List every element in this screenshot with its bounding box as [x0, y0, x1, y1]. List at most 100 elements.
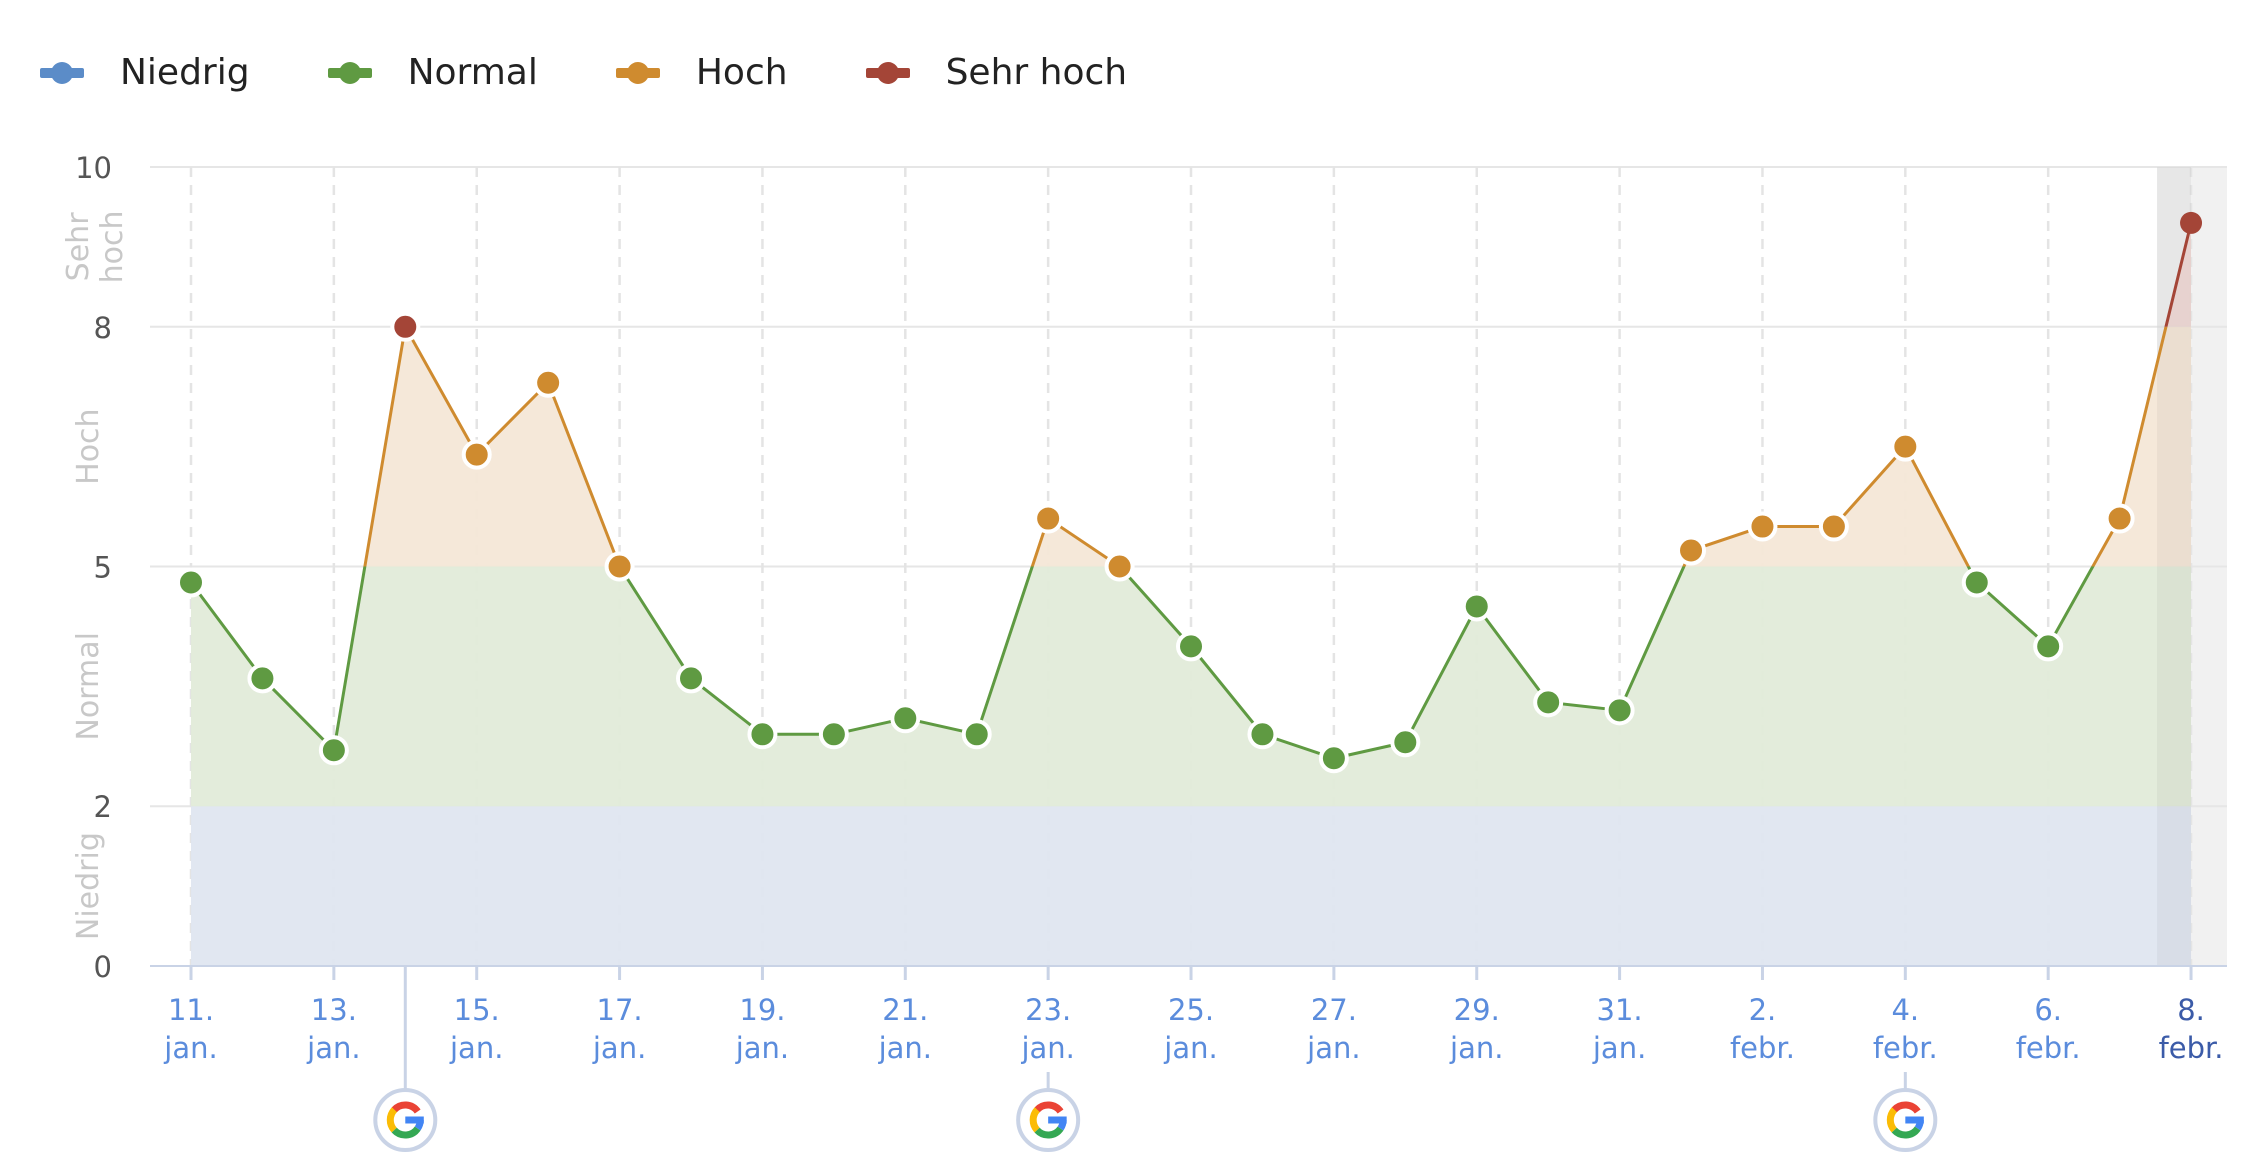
x-tick-label-month: jan.: [1163, 1031, 1217, 1065]
x-tick-label-month: jan.: [735, 1031, 789, 1065]
google-icon-arc: [1891, 1101, 1921, 1114]
legend-label: Normal: [407, 52, 538, 93]
google-update-icon[interactable]: [1016, 1088, 1081, 1152]
google-update-icon[interactable]: [1873, 1088, 1938, 1152]
x-tick-label-day: 6.: [2034, 993, 2062, 1027]
x-tick-label-month: jan.: [878, 1031, 932, 1065]
zone-label-line: Sehr: [61, 212, 96, 282]
x-tick-label-day: 27.: [1311, 993, 1357, 1027]
data-point: [961, 719, 992, 750]
x-tick-label-month: jan.: [1592, 1031, 1646, 1065]
x-tick-label-day: 8.: [2177, 993, 2205, 1027]
google-icon-arc: [1034, 1126, 1064, 1139]
google-icon-arc: [386, 1107, 398, 1133]
highlight-band-overlay: [2157, 167, 2192, 966]
y-tick-label: 0: [94, 950, 112, 984]
google-icon-bar: [405, 1116, 424, 1124]
zone-label-line: hoch: [95, 210, 130, 283]
data-point: [676, 663, 707, 694]
zone-area-normal: [191, 566, 2192, 807]
legend-item-hoch[interactable]: Hoch: [615, 52, 788, 93]
legend-label: Hoch: [695, 52, 788, 93]
data-point: [1676, 535, 1707, 566]
data-point: [1104, 551, 1135, 582]
x-tick-label-month: febr.: [1730, 1031, 1795, 1065]
legend-marker-icon: [615, 61, 660, 84]
x-tick-label-day: 4.: [1891, 993, 1919, 1027]
google-icon-arc: [1029, 1107, 1041, 1133]
google-icon-arc: [1886, 1107, 1898, 1133]
x-tick-label-day: 11.: [168, 993, 214, 1027]
legend-item-normal[interactable]: Normal: [327, 52, 538, 93]
data-point: [1890, 431, 1921, 462]
data-point: [1961, 567, 1992, 598]
google-icon-arc: [391, 1101, 421, 1114]
x-tick-label-month: jan.: [592, 1031, 646, 1065]
x-tick-label-day: 21.: [882, 993, 928, 1027]
data-point: [390, 311, 421, 342]
google-update-icon[interactable]: [373, 1088, 438, 1152]
x-tick-label-day: 23.: [1025, 993, 1071, 1027]
x-tick-label-day: 17.: [597, 993, 643, 1027]
x-tick-label-month: jan.: [1306, 1031, 1360, 1065]
x-tick-label-month: febr.: [2159, 1031, 2224, 1065]
zone-area-niedrig: [191, 806, 2192, 966]
zone-label: Sehrhoch: [61, 210, 130, 283]
zone-area-hoch: [364, 326, 2192, 567]
data-point: [461, 439, 492, 470]
data-point: [1604, 695, 1635, 726]
series-line-segment: [363, 326, 2168, 567]
legend-label: Niedrig: [120, 52, 250, 93]
google-icon-arc: [1891, 1126, 1921, 1139]
data-point: [818, 719, 849, 750]
data-point: [604, 551, 635, 582]
zone-label: Normal: [71, 632, 106, 741]
x-tick-label-day: 29.: [1454, 993, 1500, 1027]
legend-label: Sehr hoch: [945, 52, 1128, 93]
data-point: [747, 719, 778, 750]
data-point: [1533, 687, 1564, 718]
x-tick-label-month: febr.: [1873, 1031, 1938, 1065]
data-point: [318, 735, 349, 766]
zone-label: Niedrig: [71, 832, 106, 940]
google-icon-arc: [1034, 1101, 1064, 1114]
legend-item-sehr-hoch[interactable]: Sehr hoch: [865, 52, 1128, 93]
google-icon-bar: [1905, 1116, 1924, 1124]
x-tick-label-day: 31.: [1597, 993, 1643, 1027]
data-point: [1033, 503, 1064, 534]
data-point: [1461, 591, 1492, 622]
google-icon-bar: [1048, 1116, 1067, 1124]
y-tick-label: 2: [94, 790, 112, 824]
data-point: [2104, 503, 2135, 534]
data-point: [1247, 719, 1278, 750]
data-point: [1390, 727, 1421, 758]
x-tick-label-month: jan.: [1449, 1031, 1503, 1065]
y-tick-label: 8: [94, 311, 112, 345]
data-point: [1318, 743, 1349, 774]
data-point: [1818, 511, 1849, 542]
zone-label: Hoch: [71, 408, 106, 484]
x-tick-label-day: 2.: [1749, 993, 1777, 1027]
legend-item-niedrig[interactable]: Niedrig: [40, 52, 250, 93]
data-point: [247, 663, 278, 694]
data-point: [1176, 631, 1207, 662]
x-tick-label-month: jan.: [306, 1031, 360, 1065]
legend-marker-icon: [865, 61, 910, 84]
data-point: [1747, 511, 1778, 542]
x-tick-label-day: 25.: [1168, 993, 1214, 1027]
data-point: [533, 367, 564, 398]
chart-legend: Niedrig Normal Hoch Sehr hoch: [40, 52, 1205, 93]
data-point: [890, 703, 921, 734]
x-tick-label-month: jan.: [1020, 1031, 1074, 1065]
x-tick-label-day: 19.: [739, 993, 785, 1027]
y-tick-label: 5: [94, 551, 112, 585]
x-tick-label-month: febr.: [2016, 1031, 2081, 1065]
data-point: [176, 567, 206, 598]
x-tick-label-month: jan.: [163, 1031, 217, 1065]
legend-marker-icon: [40, 61, 84, 84]
data-point: [2033, 631, 2064, 662]
data-point: [2180, 211, 2203, 234]
google-icon-arc: [391, 1126, 421, 1139]
x-tick-label-day: 15.: [454, 993, 500, 1027]
